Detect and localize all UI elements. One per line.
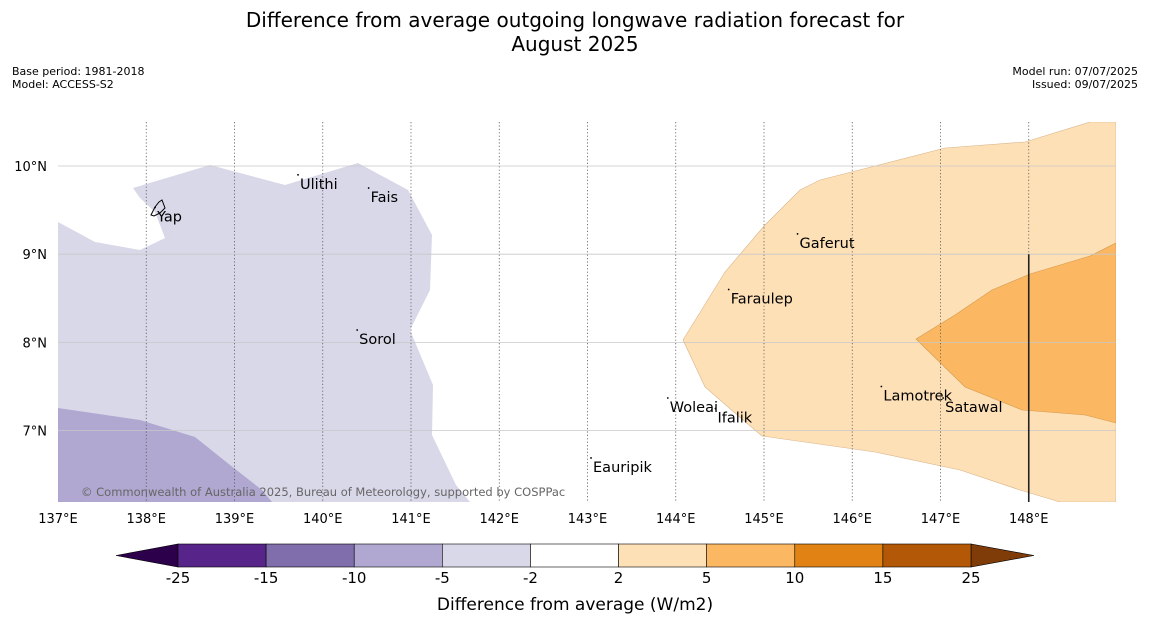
colorbar-extend-low	[115, 543, 179, 568]
lon-tick-label: 146°E	[832, 512, 872, 527]
place-label-ulithi: Ulithi	[300, 177, 338, 193]
colorbar-swatch	[882, 543, 972, 568]
lon-tick-label: 147°E	[921, 512, 961, 527]
colorbar-tick-label: -5	[435, 569, 450, 587]
copyright-text: © Commonwealth of Australia 2025, Bureau…	[81, 485, 565, 499]
anomaly-region-mid-purple	[58, 408, 272, 502]
base-period-text: Base period: 1981-2018	[12, 65, 145, 78]
colorbar-swatch	[177, 543, 267, 568]
anomaly-region-light-purple	[58, 163, 470, 502]
lon-tick-label: 145°E	[744, 512, 784, 527]
lat-tick-label: 9°N	[23, 248, 48, 263]
place-label-gaferut: Gaferut	[800, 236, 855, 252]
colorbar-tick-label: 5	[702, 569, 712, 587]
lat-tick-label: 8°N	[23, 336, 48, 351]
model-run-text: Model run: 07/07/2025	[1012, 65, 1138, 78]
lat-tick-label: 7°N	[23, 425, 48, 440]
colorbar-tick-label: -25	[166, 569, 191, 587]
chart-title-line-1: Difference from average outgoing longwav…	[245, 8, 905, 32]
place-marker-ulithi	[297, 173, 299, 176]
place-label-yap: Yap	[156, 209, 182, 225]
colorbar-swatch	[353, 543, 443, 568]
lon-tick-label: 138°E	[126, 512, 166, 527]
colorbar-tick-label: 10	[785, 569, 804, 587]
meta-right: Model run: 07/07/2025 Issued: 09/07/2025	[1012, 65, 1138, 91]
lat-tick-label: 10°N	[14, 160, 47, 175]
place-marker-yap	[154, 206, 156, 209]
chart-title: Difference from average outgoing longwav…	[0, 8, 1150, 56]
anomaly-region-mid-orange	[915, 242, 1116, 424]
place-marker-faraulep	[727, 288, 730, 291]
lon-tick-label: 139°E	[215, 512, 255, 527]
place-marker-ifalik	[714, 407, 717, 410]
colorbar-label: Difference from average (W/m2)	[437, 595, 713, 615]
place-label-faraulep: Faraulep	[731, 291, 793, 307]
lon-tick-label: 137°E	[38, 512, 78, 527]
yap-island-icon	[150, 199, 166, 217]
place-label-lamotrek: Lamotrek	[883, 389, 952, 405]
place-marker-lamotrek	[880, 385, 883, 388]
lon-tick-label: 144°E	[656, 512, 696, 527]
lon-tick-label: 140°E	[303, 512, 343, 527]
map-gridlines	[58, 122, 1116, 502]
colorbar-swatch	[618, 543, 707, 568]
colorbar-tick-label: 25	[961, 569, 980, 587]
place-label-fais: Fais	[371, 190, 398, 206]
colorbar-swatch	[530, 543, 619, 568]
colorbar-tick-label: -15	[254, 569, 279, 587]
colorbar-swatch	[265, 543, 355, 568]
anomaly-shading	[58, 122, 1116, 502]
place-marker-gaferut	[796, 233, 799, 235]
issued-text: Issued: 09/07/2025	[1031, 78, 1138, 91]
model-text: Model: ACCESS-S2	[12, 78, 114, 91]
anomaly-region-light-orange	[682, 122, 1116, 502]
place-label-ifalik: Ifalik	[717, 411, 752, 427]
meta-left: Base period: 1981-2018 Model: ACCESS-S2	[12, 65, 144, 91]
place-marker-fais	[367, 187, 370, 189]
colorbar-tick-label: -10	[342, 569, 367, 587]
colorbar-extend-high	[970, 543, 1035, 568]
place-marker-sorol	[356, 329, 359, 331]
colorbar-tick-label: 2	[614, 569, 624, 587]
axis-labels: 137°E 138°E 139°E 140°E 141°E 142°E 143°E 144°E…	[14, 160, 1048, 527]
colorbar-tick-label: -2	[523, 569, 538, 587]
lon-tick-label: 142°E	[479, 512, 519, 527]
colorbar-legend: -25 -15 -10 -5 -2 2 5 10 15 25	[115, 543, 1035, 587]
colorbar-swatch	[442, 543, 531, 568]
lon-tick-label: 143°E	[568, 512, 608, 527]
place-labels: Yap Ulithi Fais Gaferut Faraulep Sorol WoleaiI…	[150, 173, 1003, 476]
place-label-satawal: Satawal	[945, 400, 1002, 416]
place-marker-woleai	[666, 397, 669, 399]
place-marker-eauripik	[590, 457, 592, 459]
chart-title-line-2: August 2025	[511, 32, 639, 56]
lon-tick-label: 141°E	[391, 512, 431, 527]
lon-tick-label: 148°E	[1009, 512, 1049, 527]
place-label-woleai: Woleai	[670, 400, 718, 416]
place-label-eauripik: Eauripik	[593, 460, 652, 476]
colorbar-tick-label: 15	[873, 569, 892, 587]
colorbar-swatch	[794, 543, 884, 568]
colorbar-swatch	[706, 543, 796, 568]
place-marker-satawal	[942, 397, 945, 399]
place-label-sorol: Sorol	[359, 332, 396, 348]
